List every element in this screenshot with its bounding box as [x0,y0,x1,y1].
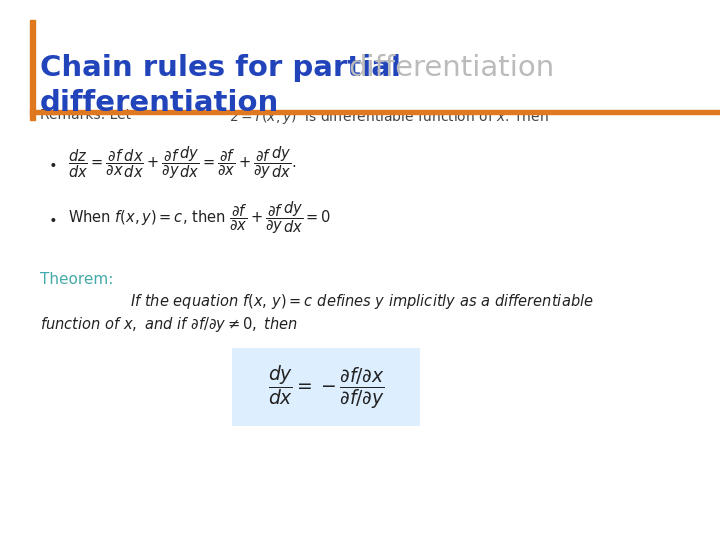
FancyBboxPatch shape [232,348,420,426]
Text: differentiation: differentiation [40,89,279,117]
Bar [30,20,35,120]
Text: $\mathit{If\ the\ equation\ }f(x,\,y) = c\mathit{\ defines\ y\ implicitly\ as\ a: $\mathit{If\ the\ equation\ }f(x,\,y) = … [130,292,594,311]
Text: $\dfrac{dy}{dx} = -\dfrac{\partial f/\partial x}{\partial f/\partial y}$: $\dfrac{dy}{dx} = -\dfrac{\partial f/\pa… [268,363,384,411]
Text: differentiation: differentiation [348,54,554,82]
Text: $\dfrac{dz}{dx} = \dfrac{\partial f}{\partial x}\dfrac{dx}{dx} + \dfrac{\partial: $\dfrac{dz}{dx} = \dfrac{\partial f}{\pa… [68,145,296,181]
Text: Remarks: Let: Remarks: Let [40,108,131,122]
Text: $\bullet$: $\bullet$ [48,211,56,225]
Text: Chain rules for partial: Chain rules for partial [40,54,411,82]
Text: Theorem:: Theorem: [40,272,113,287]
Text: $z = f\,(x, y)$  is differentiable function of $x$. Then: $z = f\,(x, y)$ is differentiable functi… [230,108,549,126]
Bar [30,110,720,113]
Text: $\mathit{function\ of\ }x\mathit{,\ and\ if\ }\partial f/\partial y \neq 0\mathi: $\mathit{function\ of\ }x\mathit{,\ and\… [40,315,298,334]
Text: When $f(x, y) = c$, then $\dfrac{\partial f}{\partial x} + \dfrac{\partial f}{\p: When $f(x, y) = c$, then $\dfrac{\partia… [68,200,331,237]
Text: $\bullet$: $\bullet$ [48,156,56,170]
